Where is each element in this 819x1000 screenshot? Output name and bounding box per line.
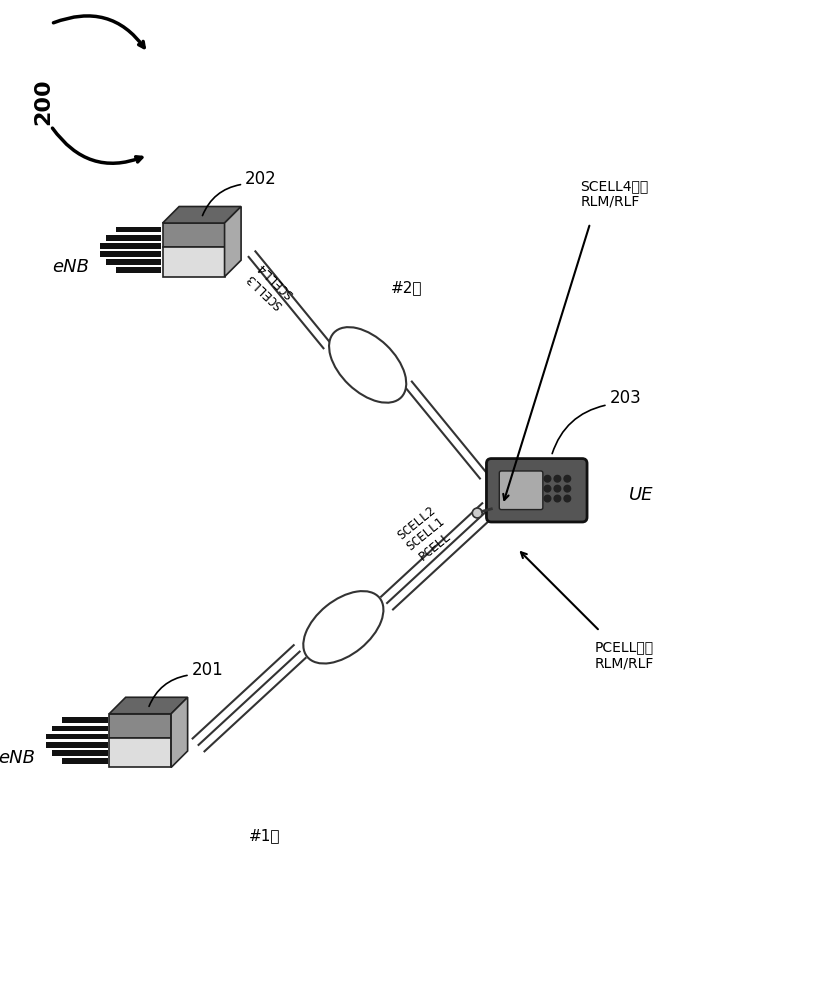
- Bar: [100, 251, 161, 257]
- Polygon shape: [163, 223, 224, 247]
- Ellipse shape: [522, 458, 585, 506]
- Circle shape: [564, 485, 571, 492]
- Text: SCELL3
SCELL4: SCELL3 SCELL4: [244, 260, 296, 311]
- Text: 203: 203: [609, 389, 641, 407]
- Polygon shape: [163, 207, 241, 223]
- Ellipse shape: [329, 327, 406, 403]
- Text: PCELL进行
RLM/RLF: PCELL进行 RLM/RLF: [595, 640, 654, 671]
- Bar: [62, 758, 107, 764]
- Text: 202: 202: [245, 170, 277, 188]
- Circle shape: [554, 495, 561, 502]
- Bar: [62, 717, 107, 723]
- FancyBboxPatch shape: [500, 471, 543, 510]
- Bar: [100, 243, 161, 249]
- Text: eNB: eNB: [0, 749, 35, 767]
- Circle shape: [564, 475, 571, 482]
- Polygon shape: [163, 247, 224, 277]
- Bar: [47, 734, 107, 739]
- Polygon shape: [109, 714, 171, 738]
- Circle shape: [473, 508, 482, 518]
- Text: eNB: eNB: [52, 258, 88, 276]
- Circle shape: [544, 485, 551, 492]
- Text: 200: 200: [33, 78, 53, 125]
- Bar: [52, 726, 107, 731]
- Bar: [106, 259, 161, 265]
- Polygon shape: [224, 207, 241, 277]
- Polygon shape: [109, 697, 188, 714]
- Text: SCELL4进行
RLM/RLF: SCELL4进行 RLM/RLF: [581, 179, 649, 209]
- Ellipse shape: [303, 591, 383, 664]
- Text: 201: 201: [192, 661, 224, 679]
- Bar: [106, 235, 161, 241]
- Bar: [115, 227, 161, 232]
- Circle shape: [554, 475, 561, 482]
- Circle shape: [564, 495, 571, 502]
- FancyBboxPatch shape: [486, 459, 587, 522]
- Circle shape: [544, 475, 551, 482]
- Polygon shape: [109, 738, 171, 767]
- Text: SCELL2
SCELL1
PCELL: SCELL2 SCELL1 PCELL: [395, 504, 456, 565]
- Bar: [52, 750, 107, 756]
- Bar: [115, 267, 161, 273]
- Text: #2组: #2组: [391, 280, 423, 295]
- Text: #1组: #1组: [249, 828, 280, 843]
- Circle shape: [544, 495, 551, 502]
- Polygon shape: [171, 697, 188, 767]
- Bar: [47, 742, 107, 748]
- Text: UE: UE: [629, 486, 654, 504]
- Circle shape: [554, 485, 561, 492]
